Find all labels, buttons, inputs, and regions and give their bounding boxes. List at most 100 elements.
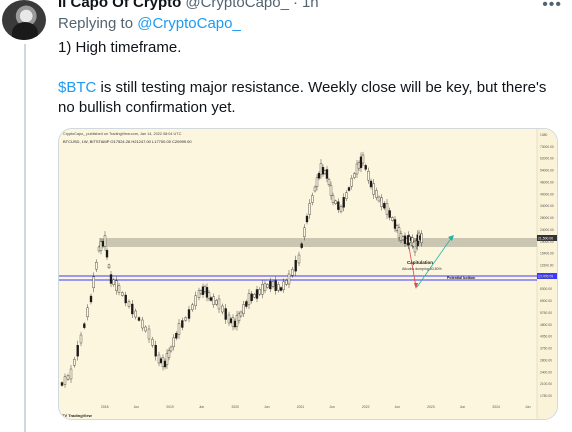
candle-body [393,219,397,229]
replying-prefix: Replying to [58,15,138,32]
candle-body [141,319,144,329]
candle-body [359,156,363,169]
x-tick-label: 2020 [231,405,239,409]
annotation-capitulation: Capitulation [407,260,433,265]
candle-body [165,353,169,365]
y-tick-label: 5750.00 [540,311,552,315]
timestamp[interactable]: 1h [301,0,319,11]
candle-body [253,293,256,298]
tweet-header: Il Capo Of Crypto @CryptoCapo_ · 1h [58,0,319,12]
x-tick-label: 2021 [297,405,305,409]
candle-body [147,328,151,340]
cashtag-link[interactable]: $BTC [58,79,97,96]
candle-body [297,254,301,264]
candle-body [250,293,253,302]
candle-body [323,170,327,175]
tweet-media-chart[interactable]: CryptoCapo_ published on TradingView.com… [58,128,558,420]
user-handle[interactable]: @CryptoCapo_ [185,0,289,11]
candle-body [369,180,373,188]
candle-body [350,178,353,187]
candle-body [151,339,154,346]
candle-body [127,301,131,307]
candle-body [63,376,67,385]
tweet-line-2-text: is still testing major resistance. Weekl… [58,79,547,116]
candle-body [383,202,386,209]
candle-body [317,172,321,179]
candle-body [261,284,264,295]
candle-body [99,241,103,252]
candle-body [321,166,325,175]
candle-body [194,295,197,306]
candle-body [237,313,241,322]
candle-body [353,173,356,178]
more-dots-icon[interactable]: ••• [542,0,562,13]
candle-body [277,284,280,291]
separator-dot: · [292,0,298,11]
y-tick-label: 28000.00 [540,216,554,220]
resistance-zone [99,238,537,247]
candle-body [361,154,365,164]
chart-symbol-text: BTCUSD, 1W, BITSTAMP O17524.26 H21247.00… [63,139,192,144]
y-tick-label: 6900.00 [540,299,552,303]
x-tick-label: 2023 [427,405,435,409]
candle-body [175,332,178,339]
avatar[interactable] [2,0,46,40]
candle-body [233,320,237,328]
x-tick-label: Jun [460,405,466,409]
x-tick-label: Jun [264,405,270,409]
candle-body [201,286,205,295]
annotation-capitulation-sub: Altcoins dumping 60-80% [402,267,442,271]
candle-body [181,320,184,328]
candle-body [367,170,370,181]
candle-body [167,350,171,358]
display-name[interactable]: Il Capo Of Crypto [58,0,182,11]
candle-body [420,233,423,244]
candle-body [229,318,233,323]
y-tick-label: 2100.00 [540,382,552,386]
candle-body [291,269,294,276]
y-tick-label: 1080 [540,133,548,137]
candle-body [159,358,163,363]
y-tick-label: 34000.00 [540,204,554,208]
candle-body [197,290,201,298]
candle-body [124,294,127,304]
candle-body [121,292,124,296]
candle-body [207,292,211,299]
candle-body [83,323,86,328]
candle-body [347,187,351,191]
candle-body [388,210,391,218]
y-tick-label: 1780.00 [540,394,552,398]
candle-body [274,280,277,291]
mention-link[interactable]: @CryptoCapo_ [137,15,241,32]
candle-body [79,334,83,344]
candle-body [221,305,224,313]
candle-body [401,236,405,241]
candle-body [413,241,417,253]
x-tick-label: Jun [395,405,401,409]
y-tick-label: 73000.00 [540,145,554,149]
candle-body [385,203,389,215]
candle-body [154,344,157,357]
candle-body [231,317,235,328]
candle-body [215,300,218,305]
candle-body [375,190,378,198]
candle-body [399,233,403,241]
x-tick-label: 2019 [166,405,174,409]
candle-body [279,287,283,291]
candle-body [105,249,109,258]
x-tick-label: 2024 [492,405,500,409]
candle-body [266,284,269,288]
candle-body [357,162,361,169]
candle-body [395,225,399,232]
x-tick-label: 2018 [101,405,109,409]
candle-body [107,264,111,269]
candle-body [305,215,309,223]
candle-body [134,310,137,318]
candle-body [177,323,181,335]
candles-group [60,151,423,388]
candle-body [258,288,261,295]
candle-body [269,280,272,290]
candle-body [403,235,407,244]
candle-body [282,281,285,290]
candle-body [391,217,394,221]
